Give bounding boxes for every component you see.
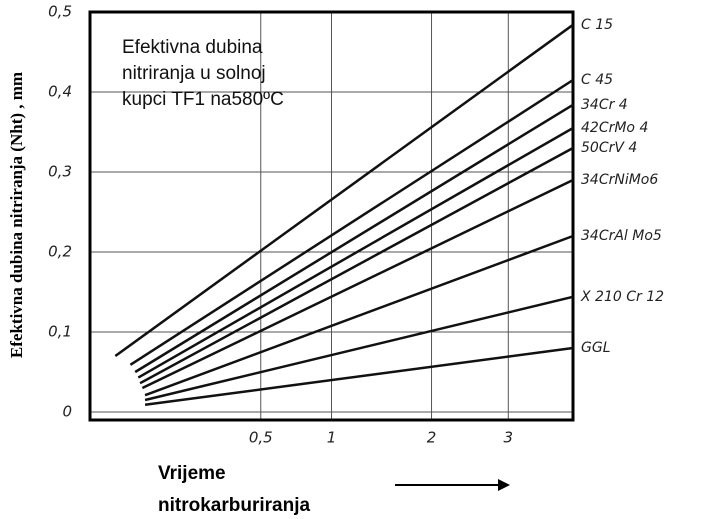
x-axis-label: Vrijeme	[158, 463, 226, 484]
series-line	[114, 23, 574, 358]
y-tick-label: 0	[62, 403, 72, 421]
y-tick-label: 0,1	[48, 323, 72, 341]
y-tick-label: 0,5	[48, 3, 72, 21]
y-tick-label: 0,3	[48, 163, 72, 181]
series-label: GGL	[581, 340, 611, 356]
series-line	[139, 146, 574, 385]
x-tick-label: 3	[504, 429, 514, 447]
annotation: nitriranja u solnoj	[122, 63, 266, 84]
plot-frame	[88, 10, 575, 422]
x-tick-label: 2	[427, 429, 437, 447]
series-line	[137, 126, 574, 379]
series-label: X 210 Cr 12	[580, 289, 664, 305]
x-tick-label: 0,5	[249, 429, 273, 447]
y-tick-label: 0,2	[48, 243, 72, 261]
y-tick-label: 0,4	[48, 83, 72, 101]
series-label: C 15	[581, 17, 613, 33]
series-label: 42CrMo 4	[581, 120, 648, 136]
arrow-head	[498, 479, 510, 491]
annotation: Efektivna dubina	[122, 37, 263, 58]
series-line	[144, 234, 574, 397]
x-axis-label: nitrokarburiranja	[158, 495, 310, 516]
x-tick-label: 1	[327, 429, 337, 447]
series-line	[141, 178, 574, 390]
y-axis-label: Efektivna dubina nitriranja (Nht) , mm	[7, 72, 26, 358]
series-line	[129, 78, 574, 366]
series-label: 34Cr 4	[581, 97, 628, 113]
series-label: 34CrNiMo6	[581, 172, 658, 188]
series-label: 34CrAl Mo5	[581, 228, 662, 244]
series-label: C 45	[581, 72, 613, 88]
annotation: kupci TF1 na580ºC	[122, 89, 284, 110]
series-line	[144, 295, 574, 402]
series-label: 50CrV 4	[581, 140, 637, 156]
series-line	[134, 103, 574, 374]
series-line	[144, 346, 574, 407]
